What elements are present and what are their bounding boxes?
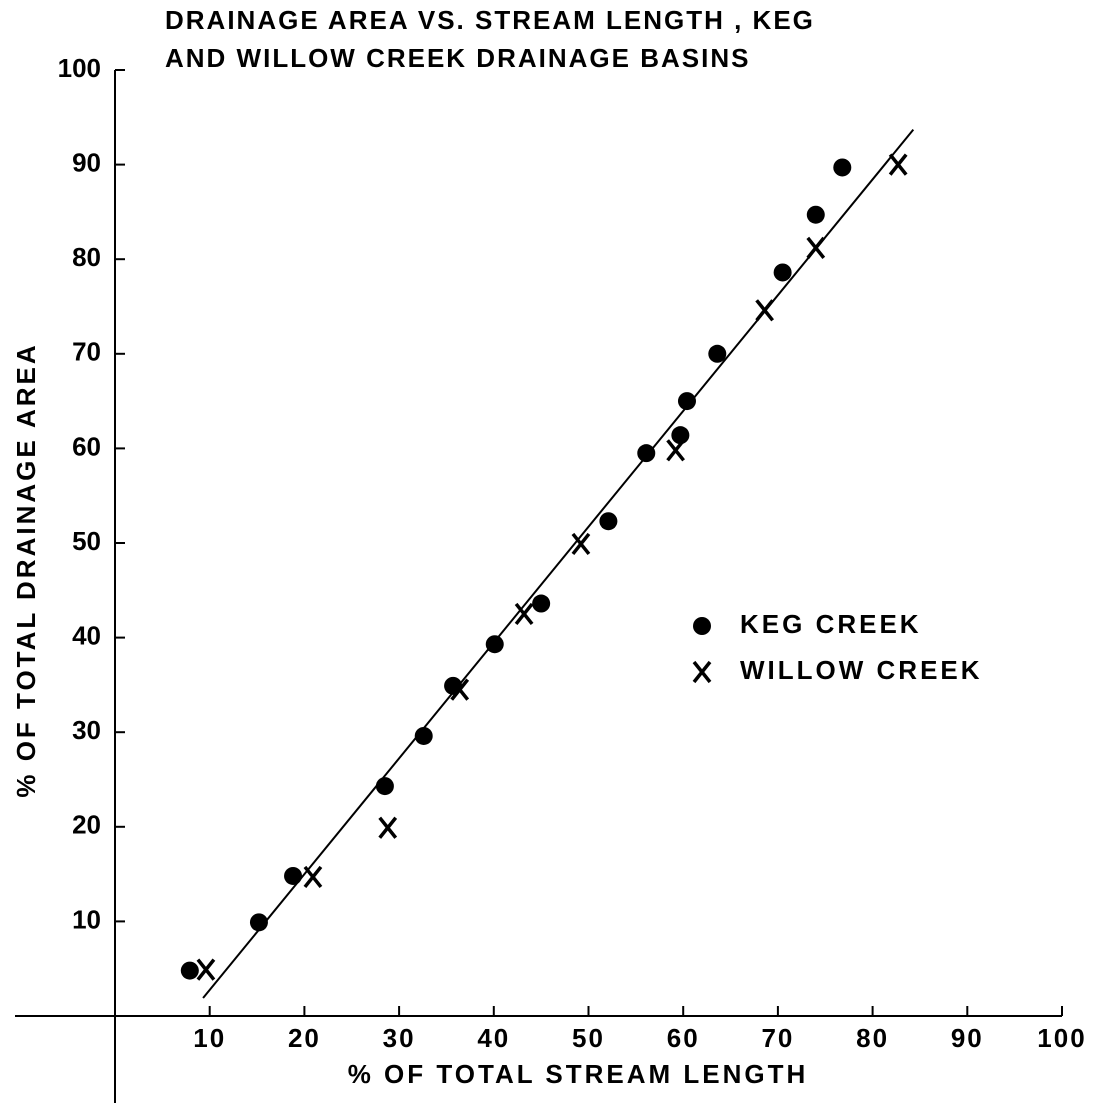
data-point <box>599 512 618 531</box>
x-tick-label: 80 <box>856 1023 889 1053</box>
y-tick-label: 30 <box>72 715 101 745</box>
data-point <box>450 678 470 701</box>
y-tick-label: 40 <box>72 620 101 650</box>
chart-title: DRAINAGE AREA VS. STREAM LENGTH , KEG <box>165 5 815 35</box>
chart-title: AND WILLOW CREEK DRAINAGE BASINS <box>165 43 750 73</box>
fit-line <box>202 128 915 999</box>
x-tick-label: 20 <box>288 1023 321 1053</box>
data-point <box>196 958 216 981</box>
data-point <box>180 961 199 980</box>
data-point <box>532 594 551 613</box>
data-point <box>514 602 534 626</box>
data-point <box>773 263 792 282</box>
x-tick-label: 70 <box>761 1023 794 1053</box>
legend-symbol <box>692 660 712 684</box>
legend-symbol <box>693 617 711 635</box>
x-tick-label: 40 <box>477 1023 510 1053</box>
y-tick-label: 50 <box>72 526 101 556</box>
y-tick-label: 70 <box>72 337 101 367</box>
data-point <box>755 299 775 322</box>
y-tick-label: 100 <box>58 53 101 83</box>
data-point <box>671 426 690 445</box>
data-point <box>637 444 656 463</box>
y-tick-label: 20 <box>72 810 101 840</box>
data-point <box>303 865 323 889</box>
data-point <box>806 236 826 259</box>
data-point <box>888 153 908 176</box>
x-tick-label: 30 <box>383 1023 416 1053</box>
data-point <box>284 866 303 885</box>
x-tick-label: 60 <box>667 1023 700 1053</box>
y-tick-label: 10 <box>72 904 101 934</box>
data-point <box>571 532 591 556</box>
y-tick-label: 60 <box>72 431 101 461</box>
legend-label: KEG CREEK <box>740 609 922 639</box>
x-axis-label: % OF TOTAL STREAM LENGTH <box>348 1059 809 1089</box>
x-tick-label: 100 <box>1037 1023 1086 1053</box>
x-tick-label: 50 <box>572 1023 605 1053</box>
data-point <box>375 777 394 796</box>
y-tick-label: 80 <box>72 242 101 272</box>
data-point <box>249 913 268 932</box>
data-point <box>414 726 433 745</box>
data-point <box>485 635 504 654</box>
data-point <box>378 816 398 839</box>
x-tick-label: 10 <box>193 1023 226 1053</box>
data-point <box>806 205 825 224</box>
data-point <box>833 158 852 177</box>
x-tick-label: 90 <box>951 1023 984 1053</box>
data-point <box>677 392 696 411</box>
y-axis-label: % OF TOTAL DRAINAGE AREA <box>11 342 41 797</box>
legend-label: WILLOW CREEK <box>740 655 983 685</box>
data-point <box>666 439 685 462</box>
data-point <box>708 344 727 363</box>
y-tick-label: 90 <box>72 147 101 177</box>
